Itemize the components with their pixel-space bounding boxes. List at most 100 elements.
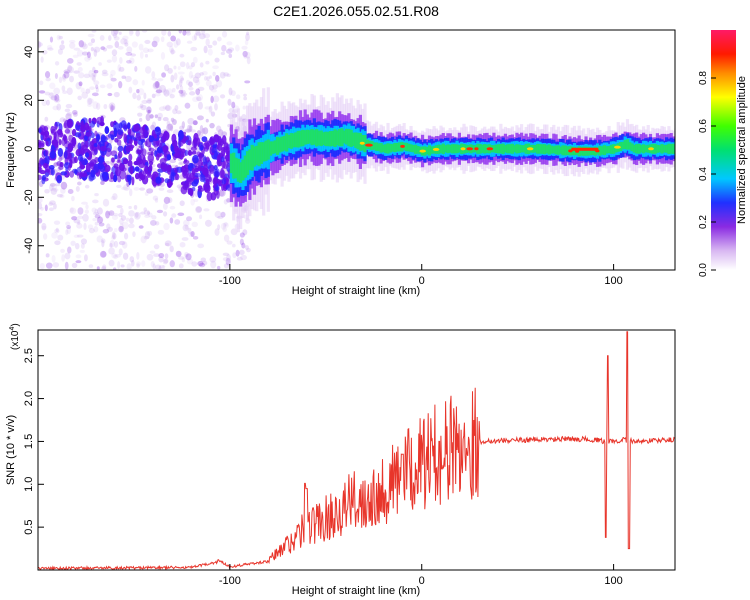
noise-blob bbox=[201, 260, 208, 266]
band-segment bbox=[234, 157, 238, 179]
peak-blob bbox=[648, 147, 654, 151]
x-tick-label: 0 bbox=[419, 275, 425, 287]
noise-blob bbox=[195, 31, 202, 36]
noise-blob bbox=[102, 228, 110, 234]
colorbar: 0.0 0.2 0.4 0.6 0.8 Normalized spectral ampl… bbox=[698, 30, 748, 277]
band-blob bbox=[148, 164, 153, 172]
noise-blob bbox=[214, 228, 220, 236]
noise-blob bbox=[58, 76, 63, 84]
noise-blob bbox=[243, 93, 247, 97]
band-segment bbox=[503, 145, 508, 153]
band-segment bbox=[312, 130, 316, 145]
band-blob bbox=[182, 183, 190, 191]
noise-blob bbox=[39, 80, 44, 86]
noise-blob bbox=[120, 215, 127, 221]
noise-blob bbox=[118, 225, 124, 233]
band-blob bbox=[199, 174, 206, 183]
noise-blob bbox=[241, 45, 248, 50]
noise-blob bbox=[64, 108, 71, 113]
noise-blob bbox=[161, 30, 167, 36]
band-blob bbox=[56, 161, 62, 167]
noise-blob bbox=[60, 181, 68, 190]
band-blob bbox=[182, 169, 188, 177]
noise-blob bbox=[131, 41, 138, 48]
noise-blob bbox=[231, 101, 236, 109]
noise-blob bbox=[49, 184, 54, 192]
band-blob bbox=[203, 183, 211, 194]
band-blob bbox=[117, 145, 124, 152]
band-blob bbox=[56, 174, 63, 184]
noise-blob bbox=[105, 211, 113, 216]
noise-blob bbox=[162, 117, 169, 122]
band-blob bbox=[128, 175, 132, 186]
band-blob bbox=[58, 138, 62, 146]
noise-blob bbox=[198, 33, 206, 40]
noise-blob bbox=[246, 31, 250, 36]
noise-blob bbox=[153, 253, 160, 258]
band-segment bbox=[524, 143, 528, 154]
noise-blob bbox=[225, 222, 229, 228]
noise-blob bbox=[124, 42, 129, 47]
noise-blob bbox=[69, 207, 74, 213]
noise-blob bbox=[196, 96, 202, 102]
noise-blob bbox=[154, 264, 162, 270]
band-segment bbox=[250, 144, 254, 171]
band-segment bbox=[446, 144, 450, 154]
noise-blob bbox=[144, 53, 149, 58]
band-segment bbox=[538, 144, 542, 154]
band-segment bbox=[236, 158, 240, 182]
band-segment bbox=[542, 144, 547, 155]
noise-blob bbox=[177, 71, 185, 75]
noise-blob bbox=[125, 217, 130, 222]
band-segment bbox=[229, 153, 234, 174]
noise-blob bbox=[195, 30, 201, 36]
noise-blob bbox=[201, 70, 208, 76]
x-tick-label: -100 bbox=[219, 275, 241, 287]
noise-blob bbox=[198, 262, 206, 268]
noise-blob bbox=[128, 30, 134, 37]
noise-blob bbox=[192, 236, 199, 240]
noise-blob bbox=[224, 221, 228, 227]
noise-blob bbox=[171, 213, 177, 218]
noise-blob bbox=[222, 252, 230, 256]
noise-blob bbox=[83, 73, 91, 79]
band-blob bbox=[191, 180, 198, 187]
band-blob bbox=[67, 164, 71, 171]
noise-blob bbox=[161, 265, 165, 270]
band-segment bbox=[559, 146, 563, 154]
noise-blob bbox=[235, 249, 240, 257]
noise-blob bbox=[92, 101, 99, 110]
band-blob bbox=[88, 117, 92, 124]
noise-blob bbox=[188, 86, 194, 91]
noise-blob bbox=[166, 88, 173, 96]
noise-blob bbox=[92, 199, 99, 204]
band-segment bbox=[315, 129, 319, 147]
band-blob bbox=[123, 124, 128, 132]
band-blob bbox=[213, 164, 218, 171]
noise-blob bbox=[76, 62, 82, 66]
band-blob bbox=[84, 122, 90, 131]
noise-blob bbox=[189, 129, 197, 133]
noise-blob bbox=[209, 256, 217, 263]
band-blob bbox=[174, 173, 180, 181]
noise-blob bbox=[110, 69, 116, 77]
noise-blob bbox=[62, 90, 68, 95]
band-segment bbox=[425, 147, 429, 155]
band-blob bbox=[80, 120, 85, 130]
noise-blob bbox=[235, 44, 240, 52]
noise-blob bbox=[197, 101, 203, 110]
band-segment bbox=[621, 141, 625, 150]
band-segment bbox=[280, 136, 284, 152]
band-segment bbox=[317, 130, 321, 146]
band-blob bbox=[216, 190, 220, 199]
band-segment bbox=[324, 131, 328, 147]
band-segment bbox=[397, 142, 402, 152]
band-segment bbox=[561, 145, 565, 156]
noise-blob bbox=[169, 245, 174, 253]
band-blob bbox=[213, 168, 219, 178]
noise-blob bbox=[109, 239, 115, 248]
band-segment bbox=[471, 145, 475, 153]
band-blob bbox=[155, 176, 162, 184]
noise-blob bbox=[45, 77, 51, 82]
noise-blob bbox=[195, 88, 201, 95]
